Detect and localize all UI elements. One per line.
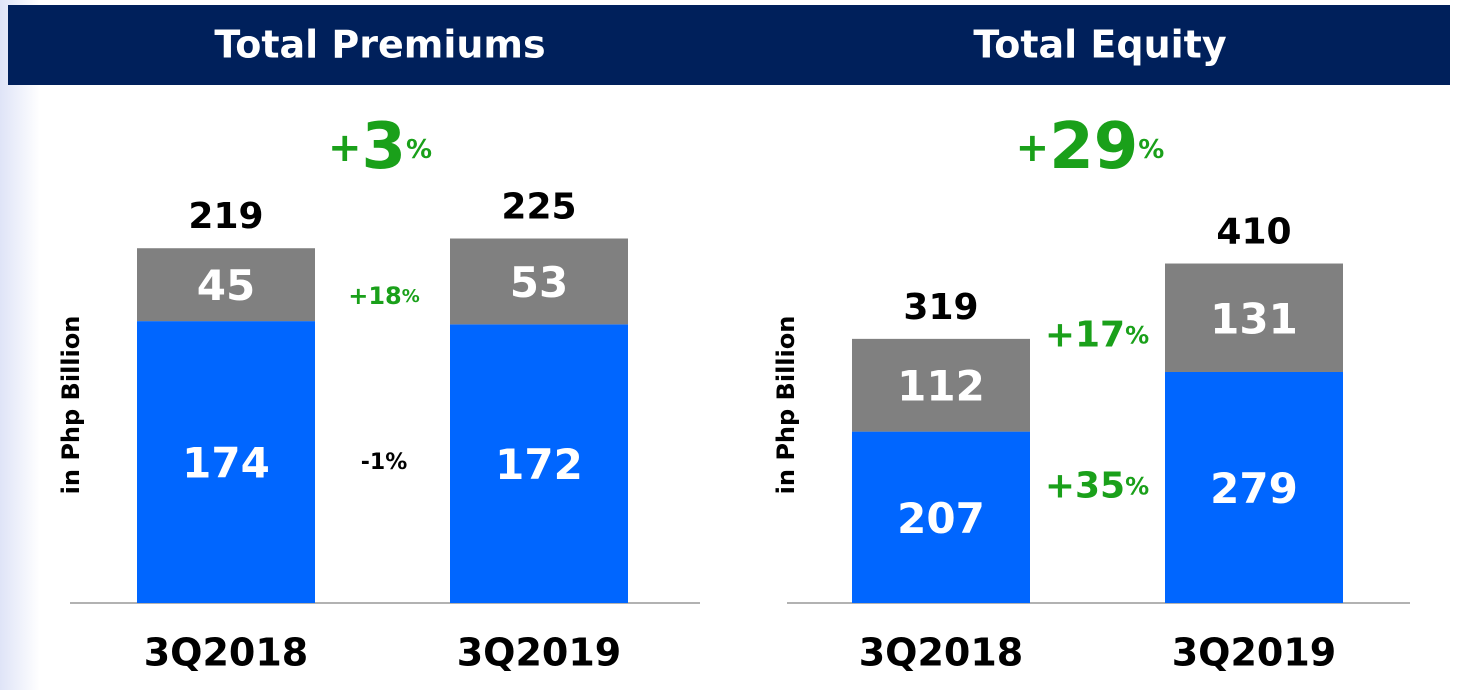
- growth-label: +29%: [1016, 110, 1165, 184]
- growth-label: +3%: [328, 110, 432, 184]
- bar-segment: [1165, 371, 1343, 603]
- bar-segment: [450, 324, 628, 603]
- total-label: 225: [501, 187, 576, 228]
- bar-segment: [137, 248, 315, 322]
- segment-growth-label: +18%: [348, 282, 420, 310]
- segment-growth-label: +35%: [1045, 465, 1149, 506]
- bar-segment: [852, 431, 1030, 603]
- value-label: 174: [182, 439, 270, 488]
- value-label: 112: [897, 362, 985, 411]
- x-tick-label: 3Q2018: [144, 631, 309, 675]
- x-tick-label: 3Q2018: [859, 631, 1024, 675]
- bar-segment: [450, 238, 628, 325]
- total-label: 410: [1216, 212, 1291, 253]
- bar-segment: [852, 338, 1030, 432]
- segment-growth-label: -1%: [361, 450, 407, 475]
- y-axis-label: in Php Billion: [772, 316, 800, 495]
- value-label: 172: [495, 440, 583, 489]
- value-label: 131: [1210, 294, 1298, 343]
- segment-growth-label: +17%: [1045, 314, 1149, 355]
- total-label: 219: [188, 196, 263, 237]
- chart-title: Total Equity: [973, 23, 1226, 67]
- value-label: 279: [1210, 464, 1298, 513]
- value-label: 207: [897, 494, 985, 543]
- header-band: [8, 5, 1450, 85]
- value-label: 45: [197, 261, 255, 310]
- x-tick-label: 3Q2019: [457, 631, 622, 675]
- x-tick-label: 3Q2019: [1172, 631, 1337, 675]
- edge-shade: [0, 0, 40, 690]
- value-label: 53: [510, 258, 568, 307]
- total-label: 319: [903, 287, 978, 328]
- chart-title: Total Premiums: [214, 23, 545, 67]
- bar-segment: [1165, 263, 1343, 372]
- y-axis-label: in Php Billion: [57, 316, 85, 495]
- bar-segment: [137, 321, 315, 603]
